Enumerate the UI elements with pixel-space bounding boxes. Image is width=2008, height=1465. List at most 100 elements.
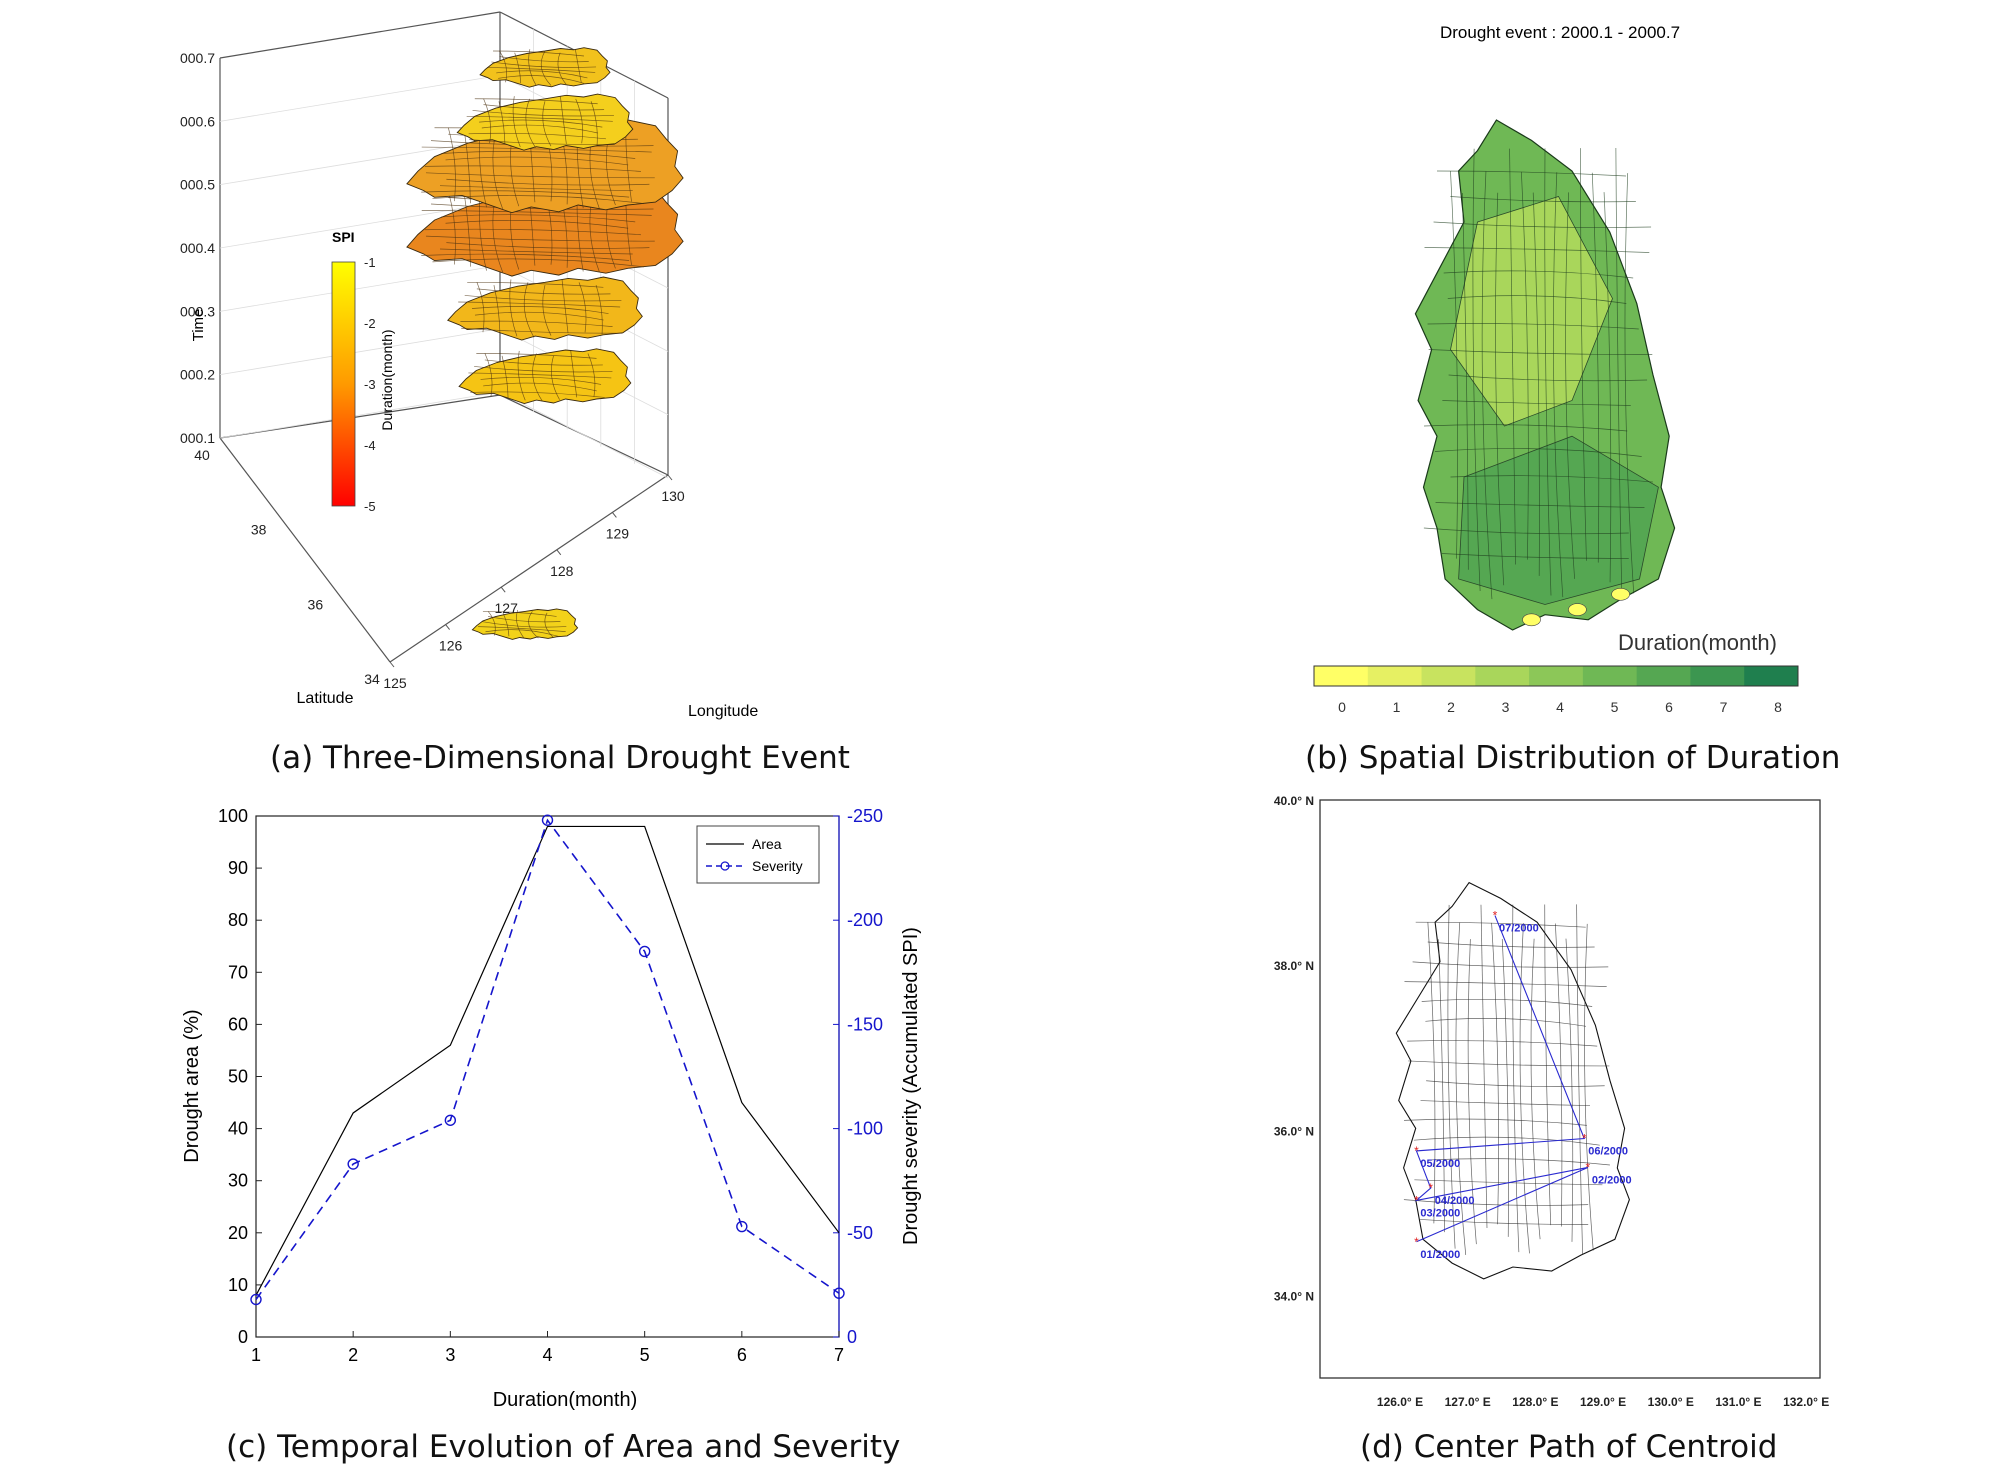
district-boundary [491, 61, 597, 68]
colorbar-tick-label: -3 [364, 377, 376, 392]
latitude-tick-label: 40 [194, 447, 210, 463]
latitude-tick-label: 38 [251, 522, 267, 538]
drought-slice [447, 276, 643, 341]
centroid-label: 06/2000 [1588, 1146, 1628, 1158]
duration-region [1450, 196, 1613, 427]
district-boundary [1447, 904, 1456, 1249]
district-boundary [1413, 1136, 1600, 1146]
plot-frame [255, 815, 840, 1338]
centroid-marker: * [1582, 1132, 1587, 1146]
latitude-tick-label: 34 [364, 671, 380, 687]
district-boundary [1421, 998, 1593, 1007]
latitude-tick-label: 40.0° N [1274, 794, 1314, 808]
district-boundary [485, 629, 560, 638]
district-boundary [1404, 981, 1607, 988]
centroid-marker: * [1414, 1235, 1419, 1249]
duration-colorbar-ticks: 0 1 2 3 4 5 6 7 8 [1338, 699, 1782, 715]
district-boundary [483, 98, 492, 144]
colorbar-tick-label: 4 [1556, 699, 1564, 715]
time-tick-label: 2000.1 [180, 430, 215, 446]
colorbar-segment [1690, 666, 1745, 686]
district-boundary [1412, 961, 1609, 968]
y-tick-label: 70 [228, 962, 248, 982]
district-boundary [1441, 553, 1629, 559]
colorbar-tick-label: 7 [1720, 699, 1728, 715]
district-boundary [498, 101, 506, 145]
district-boundary [587, 353, 596, 397]
legend-severity-label: Severity [752, 858, 803, 874]
panel-c-line-chart: 0 10 20 30 40 50 60 70 80 90 100 0 -50 -100 -150 -200 -… [181, 806, 922, 1411]
latitude-tick-label: 34.0° N [1274, 1289, 1314, 1303]
district-boundary [1403, 1199, 1589, 1206]
district-boundary [514, 52, 522, 84]
severity-point [736, 1220, 748, 1233]
district-boundary [488, 616, 561, 623]
y2-tick-label: -150 [847, 1014, 883, 1034]
district-boundary [1624, 173, 1635, 594]
time-ticks: 2000.1 2000.2 2000.3 2000.4 2000.5 2000.6 2000… [180, 50, 215, 446]
district-boundary [460, 320, 613, 328]
axis-edge [219, 11, 501, 59]
district-boundary [1447, 295, 1627, 304]
longitude-tick-label: 126 [439, 638, 463, 654]
grid-line [219, 328, 501, 376]
y2-tick-label: -250 [847, 806, 883, 826]
district-boundary [421, 210, 652, 216]
district-boundary [1415, 921, 1586, 928]
centroid-marker: * [1493, 909, 1498, 923]
district-boundary [1472, 148, 1481, 592]
colorbar-tick-label: -1 [364, 255, 376, 270]
district-boundary [425, 235, 655, 242]
district-boundary [464, 131, 471, 204]
district-boundary [441, 214, 636, 223]
district-boundary [1565, 192, 1575, 579]
centroid-label: 03/2000 [1420, 1207, 1460, 1219]
centroid-marker: * [1414, 1144, 1419, 1158]
centroid-label: 05/2000 [1420, 1158, 1460, 1170]
district-boundary [1565, 938, 1574, 1242]
severity-point [347, 1158, 359, 1170]
colorbar-tick-label: -2 [364, 316, 376, 331]
grid-line [219, 264, 501, 312]
district-boundary [1461, 193, 1469, 570]
longitude-tick [556, 549, 562, 556]
district-boundary [1450, 196, 1636, 203]
district-boundary [1553, 172, 1564, 598]
district-boundary [570, 350, 578, 398]
severity-point [638, 945, 651, 958]
district-boundary [482, 611, 557, 617]
district-boundary [574, 49, 582, 83]
colorbar-tick-label: 2 [1447, 699, 1455, 715]
district-boundary [439, 185, 633, 192]
severity-point [444, 1114, 457, 1126]
district-boundary [478, 626, 566, 633]
series-group [250, 814, 845, 1306]
district-boundary [1434, 448, 1642, 457]
longitude-ticks: 126.0° E 127.0° E 128.0° E 129.0° E 130.0° E… [1377, 1395, 1829, 1409]
colorbar-segment [1367, 666, 1423, 686]
district-boundary [476, 282, 485, 333]
district-boundary [499, 56, 589, 63]
time-tick-label: 2000.5 [180, 177, 215, 193]
district-boundary [1443, 270, 1634, 279]
legend-severity-marker [720, 861, 730, 871]
panel-b-duration-map: Drought event : 2000.1 - 2000.7 Duration… [1313, 23, 1799, 715]
district-boundary [424, 228, 641, 236]
y-tick-label: 80 [228, 910, 248, 930]
district-boundary [1544, 148, 1552, 596]
caption-b: (b) Spatial Distribution of Duration [1305, 740, 1841, 776]
y2-tick-label: -200 [847, 910, 883, 930]
colorbar-ticks: -1 -2 -3 -4 -5 [364, 255, 376, 514]
time-tick-label: 2000.7 [180, 50, 215, 66]
latitude-axis-label: Latitude [297, 690, 354, 707]
district-boundary [590, 101, 598, 146]
district-boundary [432, 258, 644, 268]
district-boundary [1509, 148, 1516, 565]
district-boundary [421, 253, 630, 261]
colorbar-tick-label: 6 [1665, 699, 1673, 715]
colorbar-tick-label: 1 [1393, 699, 1401, 715]
grid-line [499, 391, 669, 479]
district-boundary [512, 96, 521, 147]
y2-tick-label: -50 [847, 1223, 873, 1243]
district-boundary [425, 172, 655, 179]
